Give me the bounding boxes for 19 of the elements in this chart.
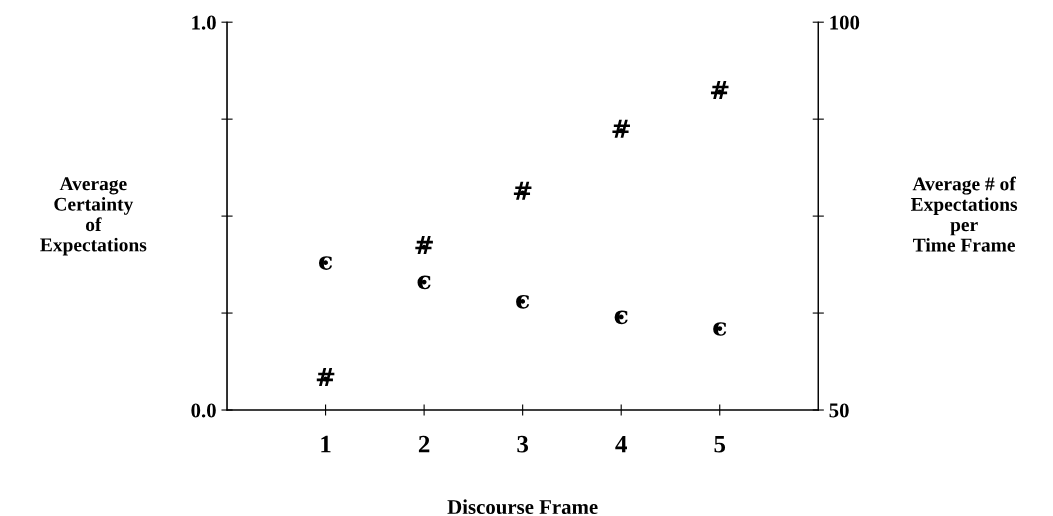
text: c	[713, 322, 727, 336]
series-label: c	[516, 294, 530, 309]
series-label: #	[513, 181, 532, 200]
y2-tick-label: 50	[829, 403, 849, 418]
y2-axis-title: Average # of Expectations per Time Frame	[910, 176, 1018, 252]
y-tick-label: 1.0	[192, 15, 216, 30]
text: #	[415, 236, 433, 255]
x-tick-label: 2	[418, 435, 430, 453]
y2-tick-label: 100	[830, 15, 860, 30]
text: c	[417, 275, 431, 290]
y-axis-title: Average Certainty of Expectations	[40, 177, 147, 256]
y-tick-label: 0.0	[191, 403, 216, 418]
x-axis-title: Discourse Frame	[447, 499, 598, 515]
x-tick-label: 5	[714, 435, 726, 453]
text: c	[318, 256, 333, 270]
x-tick-label: 1	[321, 435, 331, 453]
x-tick-label: 4	[615, 435, 627, 453]
x-tick-label: 3	[517, 435, 529, 453]
text: c	[614, 310, 628, 325]
